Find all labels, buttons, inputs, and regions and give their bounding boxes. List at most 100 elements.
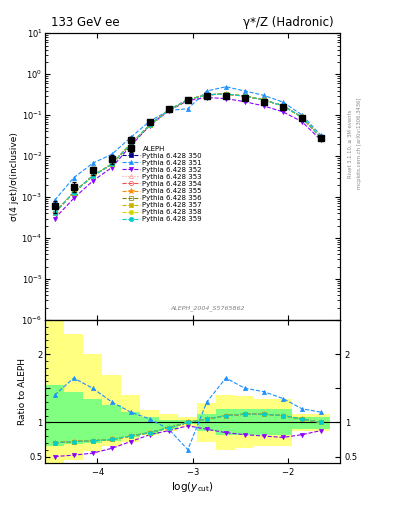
Pythia 6.428 355 [109,161,114,167]
Pythia 6.428 357 [185,97,190,103]
Pythia 6.428 351 [72,175,76,181]
Pythia 6.428 355 [242,93,247,99]
Pythia 6.428 353 [261,97,266,103]
Pythia 6.428 355 [319,135,323,141]
Pythia 6.428 353 [242,93,247,99]
Pythia 6.428 352 [261,103,266,109]
Pythia 6.428 358 [319,135,323,141]
Pythia 6.428 351 [281,99,285,105]
Pythia 6.428 355 [185,97,190,103]
Pythia 6.428 356 [242,93,247,99]
Pythia 6.428 352 [129,143,133,149]
Pythia 6.428 357 [281,102,285,109]
Pythia 6.428 350 [72,189,76,196]
Pythia 6.428 354 [204,92,209,98]
Pythia 6.428 350 [147,122,152,128]
Line: Pythia 6.428 354: Pythia 6.428 354 [53,92,323,215]
Pythia 6.428 358 [90,173,95,179]
Pythia 6.428 359 [185,97,190,103]
Pythia 6.428 353 [109,161,114,167]
Pythia 6.428 351 [185,105,190,112]
Pythia 6.428 354 [242,93,247,99]
Pythia 6.428 358 [242,93,247,99]
Pythia 6.428 355 [204,92,209,98]
Pythia 6.428 350 [204,92,209,98]
Text: 133 GeV ee: 133 GeV ee [51,16,120,29]
Pythia 6.428 354 [147,122,152,128]
Pythia 6.428 351 [109,152,114,158]
Pythia 6.428 358 [281,102,285,109]
Pythia 6.428 357 [90,173,95,179]
Pythia 6.428 352 [90,178,95,184]
Pythia 6.428 355 [224,91,228,97]
Line: Pythia 6.428 350: Pythia 6.428 350 [53,92,323,215]
Line: Pythia 6.428 355: Pythia 6.428 355 [52,91,324,216]
Pythia 6.428 353 [90,173,95,179]
Pythia 6.428 351 [242,88,247,94]
Pythia 6.428 354 [52,209,57,216]
Pythia 6.428 356 [224,91,228,97]
Pythia 6.428 355 [90,173,95,179]
Pythia 6.428 359 [129,141,133,147]
Pythia 6.428 359 [109,161,114,167]
Pythia 6.428 353 [204,92,209,98]
Pythia 6.428 354 [319,135,323,141]
Pythia 6.428 353 [224,91,228,97]
Pythia 6.428 356 [281,102,285,109]
Pythia 6.428 354 [261,97,266,103]
X-axis label: log($y_{\rm cut}$): log($y_{\rm cut}$) [171,480,214,494]
Pythia 6.428 353 [72,189,76,196]
Pythia 6.428 353 [281,102,285,109]
Pythia 6.428 354 [185,97,190,103]
Pythia 6.428 351 [90,160,95,166]
Pythia 6.428 357 [261,97,266,103]
Pythia 6.428 359 [242,93,247,99]
Pythia 6.428 352 [242,99,247,105]
Pythia 6.428 354 [72,189,76,196]
Pythia 6.428 350 [90,173,95,179]
Pythia 6.428 350 [242,93,247,99]
Pythia 6.428 354 [129,141,133,147]
Pythia 6.428 359 [167,107,171,113]
Pythia 6.428 359 [204,92,209,98]
Pythia 6.428 356 [90,173,95,179]
Pythia 6.428 359 [72,189,76,196]
Pythia 6.428 353 [185,97,190,103]
Pythia 6.428 350 [281,102,285,109]
Pythia 6.428 358 [109,161,114,167]
Pythia 6.428 356 [299,114,304,120]
Pythia 6.428 352 [299,119,304,125]
Pythia 6.428 351 [261,92,266,98]
Pythia 6.428 354 [167,107,171,113]
Pythia 6.428 352 [52,216,57,222]
Pythia 6.428 355 [147,122,152,128]
Pythia 6.428 351 [204,88,209,94]
Pythia 6.428 350 [52,209,57,216]
Pythia 6.428 358 [224,91,228,97]
Pythia 6.428 359 [52,209,57,216]
Y-axis label: Ratio to ALEPH: Ratio to ALEPH [18,358,26,425]
Legend: ALEPH, Pythia 6.428 350, Pythia 6.428 351, Pythia 6.428 352, Pythia 6.428 353, P: ALEPH, Pythia 6.428 350, Pythia 6.428 35… [122,146,202,222]
Text: mcplots.cern.ch [arXiv:1306.3436]: mcplots.cern.ch [arXiv:1306.3436] [357,98,362,189]
Pythia 6.428 351 [167,108,171,114]
Pythia 6.428 352 [147,122,152,129]
Y-axis label: σ(4 jet)/σ(inclusive): σ(4 jet)/σ(inclusive) [9,132,18,221]
Pythia 6.428 357 [147,122,152,128]
Pythia 6.428 352 [204,94,209,100]
Pythia 6.428 354 [90,173,95,179]
Pythia 6.428 354 [109,161,114,167]
Pythia 6.428 358 [261,97,266,103]
Pythia 6.428 355 [52,209,57,216]
Pythia 6.428 358 [299,114,304,120]
Pythia 6.428 357 [167,107,171,113]
Pythia 6.428 355 [281,102,285,109]
Pythia 6.428 359 [281,102,285,109]
Pythia 6.428 356 [204,92,209,98]
Pythia 6.428 358 [52,209,57,216]
Pythia 6.428 359 [224,91,228,97]
Pythia 6.428 358 [167,107,171,113]
Pythia 6.428 358 [185,97,190,103]
Pythia 6.428 353 [52,209,57,216]
Pythia 6.428 352 [224,95,228,101]
Line: Pythia 6.428 356: Pythia 6.428 356 [53,92,323,215]
